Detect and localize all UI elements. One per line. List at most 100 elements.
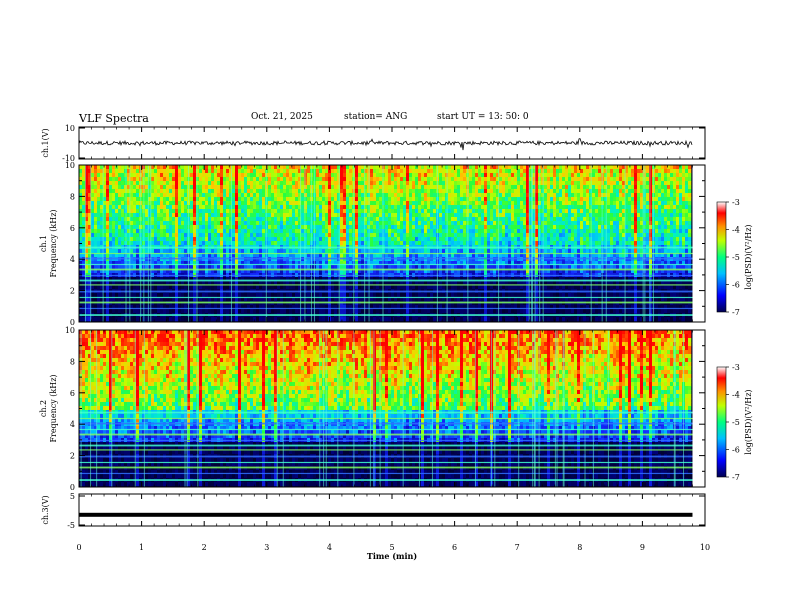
ch1-spectrogram-cell (403, 193, 406, 197)
ch1-spectrogram-cell (163, 225, 166, 229)
ch1-spectrogram-cell (571, 201, 574, 205)
ch1-spectrogram-cell (418, 241, 421, 245)
ch1-spectrogram-cell (388, 213, 391, 217)
ch1-spectrogram-cell (478, 233, 481, 237)
ch1-spectrogram-cell (472, 205, 475, 209)
ch1-spectrogram-cell (433, 225, 436, 229)
ch1-spectrogram-cell (655, 177, 658, 181)
ch1-spectrogram-cell (340, 209, 343, 213)
ch1-spectrogram-cell (592, 189, 595, 193)
ch1-spectrogram-cell (355, 185, 358, 189)
ch1-spectrogram-cell (610, 249, 613, 253)
ch1-spectrogram-cell (664, 225, 667, 229)
ch1-spectrogram-cell (319, 237, 322, 241)
ch1-spectrogram-cell (520, 233, 523, 237)
ch1-spectrogram-cell (235, 193, 238, 197)
ch1-spectrogram-cell (673, 209, 676, 213)
ch1-spectrogram-cell (490, 209, 493, 213)
ch1-spectrogram-cell (394, 229, 397, 233)
ch1-spectrogram-cell (169, 205, 172, 209)
ch1-spectrogram-cell (514, 237, 517, 241)
ch1-spectrogram-cell (430, 217, 433, 221)
ch1-spectrogram-cell (679, 193, 682, 197)
ch1-spectrogram-cell (637, 173, 640, 177)
ch1-spectrogram-cell (454, 201, 457, 205)
ch1-spectrogram-cell (394, 165, 397, 169)
ch1-spectrogram-cell (655, 237, 658, 241)
ch1-spectrogram-cell (583, 209, 586, 213)
ch1-spectrogram-cell (418, 209, 421, 213)
ch1-spectrogram-cell (583, 185, 586, 189)
ch1-spectrogram-cell (544, 197, 547, 201)
ch1-spectrogram-cell (391, 217, 394, 221)
ch1-spectrogram-cell (430, 205, 433, 209)
ch1-spectrogram-cell (589, 165, 592, 169)
ch1-spectrogram-cell (463, 169, 466, 173)
ch1-spectrogram-cell (658, 249, 661, 253)
ch1-spectrogram-cell (379, 237, 382, 241)
ch1-spectrogram-cell (226, 237, 229, 241)
ch1-spectrogram-cell (295, 193, 298, 197)
ch1-spectrogram-cell (394, 237, 397, 241)
ch1-spectrogram-cell (376, 169, 379, 173)
ch1-spectrogram-cell (271, 205, 274, 209)
ch1-spectrogram-cell (607, 229, 610, 233)
ch1-spectrogram-cell (145, 237, 148, 241)
ch1-spectrogram-cell (394, 241, 397, 245)
ch1-spectrogram-cell (280, 209, 283, 213)
ch1-spectrogram-cell (223, 205, 226, 209)
ch1-spectrogram-cell (487, 241, 490, 245)
ch1-spectrogram-cell (613, 205, 616, 209)
ch1-spectrogram-cell (439, 201, 442, 205)
ch1-spectrogram-cell (370, 229, 373, 233)
ch1-spectrogram-cell (190, 177, 193, 181)
ch1-spectrogram-cell (427, 229, 430, 233)
ch1-spectrogram-cell (586, 229, 589, 233)
ch1-spectrogram-cell (547, 197, 550, 201)
ch1-spectrogram-cell (415, 189, 418, 193)
ch1-spectrogram-cell (664, 173, 667, 177)
ch1-spectrogram-cell (634, 205, 637, 209)
ch1-spectrogram-cell (250, 173, 253, 177)
ch1-spectrogram-cell (514, 173, 517, 177)
ch1-spectrogram-cell (592, 213, 595, 217)
ch1-spectrogram-cell (553, 225, 556, 229)
ch1-spectrogram-cell (454, 229, 457, 233)
ch1-spectrogram-cell (172, 217, 175, 221)
ch1-spectrogram-cell (676, 189, 679, 193)
ch1-spectrogram-cell (112, 209, 115, 213)
ch1-spectrogram-cell (178, 217, 181, 221)
ch1-spectrogram-cell (556, 249, 559, 253)
ch1-spectrogram-cell (547, 213, 550, 217)
ch1-spectrogram-cell (472, 169, 475, 173)
ch1-spectrogram-cell (355, 217, 358, 221)
ch1-spectrogram-cell (661, 173, 664, 177)
ch1-spectrogram-cell (439, 217, 442, 221)
ch1-spectrogram-cell (427, 217, 430, 221)
ch1-spectrogram-cell (97, 233, 100, 237)
ch1-spectrogram-cell (376, 181, 379, 185)
ch1-spectrogram-cell (451, 229, 454, 233)
ch1-spectrogram-cell (355, 177, 358, 181)
ch1-spectrogram-cell (442, 173, 445, 177)
ch1-spectrogram-cell (268, 241, 271, 245)
ch1-spectrogram-cell (412, 185, 415, 189)
ch1-spectrogram-cell (340, 185, 343, 189)
ch1-spectrogram-cell (397, 249, 400, 253)
ch1-spectrogram-cell (631, 193, 634, 197)
ch1-spectrogram-cell (211, 205, 214, 209)
ch1-spectrogram-cell (106, 205, 109, 209)
ch1-spectrogram-cell (553, 217, 556, 221)
ch1-spectrogram-cell (163, 237, 166, 241)
ch1-spectrogram-cell (658, 177, 661, 181)
ch1-spectrogram-cell (478, 201, 481, 205)
ch1-spectrogram-cell (238, 213, 241, 217)
ch1-spectrogram-cell (580, 169, 583, 173)
ch1-spectrogram-cell (568, 173, 571, 177)
ch1-spectrogram-cell (589, 189, 592, 193)
ch1-spectrogram-cell (307, 193, 310, 197)
ch1-spectrogram-cell (577, 177, 580, 181)
ch1-spectrogram-cell (280, 241, 283, 245)
ch1-spectrogram-cell (145, 173, 148, 177)
ch1-spectrogram-cell (319, 193, 322, 197)
